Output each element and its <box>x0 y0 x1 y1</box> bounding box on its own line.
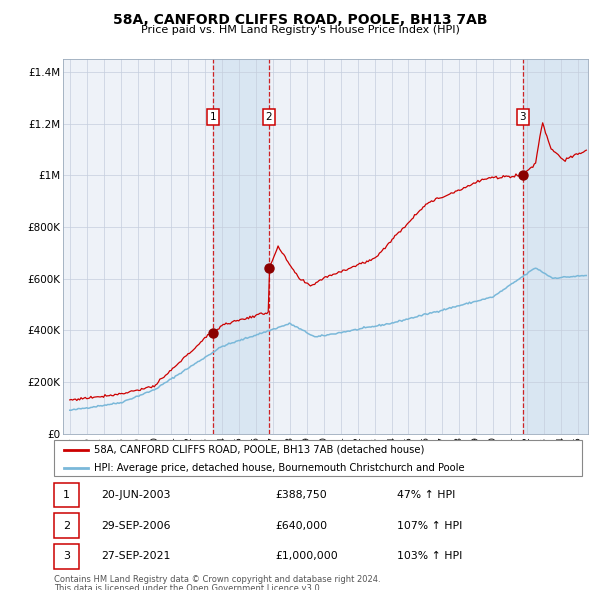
Text: £640,000: £640,000 <box>276 521 328 530</box>
Text: 20-JUN-2003: 20-JUN-2003 <box>101 490 171 500</box>
Text: 2: 2 <box>63 521 70 530</box>
Text: 2: 2 <box>265 112 272 122</box>
Text: 47% ↑ HPI: 47% ↑ HPI <box>397 490 455 500</box>
Text: £1,000,000: £1,000,000 <box>276 552 338 561</box>
Text: Contains HM Land Registry data © Crown copyright and database right 2024.: Contains HM Land Registry data © Crown c… <box>54 575 380 584</box>
Text: 103% ↑ HPI: 103% ↑ HPI <box>397 552 463 561</box>
Text: Price paid vs. HM Land Registry's House Price Index (HPI): Price paid vs. HM Land Registry's House … <box>140 25 460 35</box>
Text: 27-SEP-2021: 27-SEP-2021 <box>101 552 171 561</box>
Bar <box>54 544 79 569</box>
Text: £388,750: £388,750 <box>276 490 328 500</box>
Bar <box>54 513 79 538</box>
Text: This data is licensed under the Open Government Licence v3.0.: This data is licensed under the Open Gov… <box>54 584 322 590</box>
Bar <box>54 483 79 507</box>
Text: 1: 1 <box>210 112 217 122</box>
Bar <box>523 59 588 434</box>
Text: 107% ↑ HPI: 107% ↑ HPI <box>397 521 463 530</box>
Bar <box>213 59 269 434</box>
Text: 58A, CANFORD CLIFFS ROAD, POOLE, BH13 7AB: 58A, CANFORD CLIFFS ROAD, POOLE, BH13 7A… <box>113 13 487 27</box>
Text: 3: 3 <box>520 112 526 122</box>
Text: 1: 1 <box>63 490 70 500</box>
Text: 29-SEP-2006: 29-SEP-2006 <box>101 521 171 530</box>
Text: 3: 3 <box>63 552 70 561</box>
Text: 58A, CANFORD CLIFFS ROAD, POOLE, BH13 7AB (detached house): 58A, CANFORD CLIFFS ROAD, POOLE, BH13 7A… <box>94 445 424 455</box>
Text: HPI: Average price, detached house, Bournemouth Christchurch and Poole: HPI: Average price, detached house, Bour… <box>94 463 464 473</box>
